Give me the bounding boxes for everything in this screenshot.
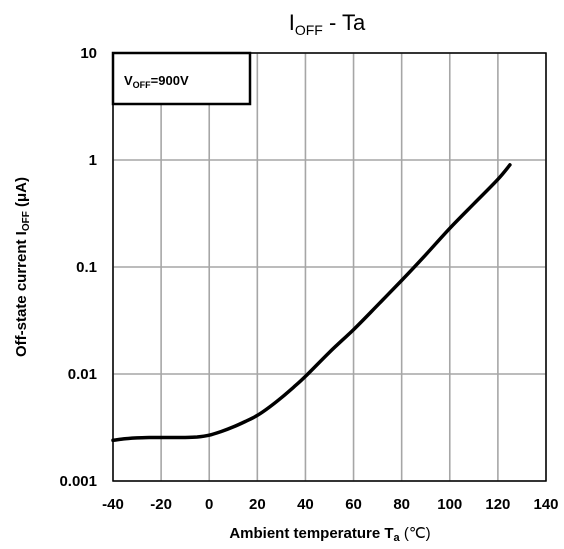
x-axis-label: Ambient temperature Ta (℃) <box>229 525 430 544</box>
annotation-text: VOFF=900V <box>124 73 189 90</box>
series-line <box>111 163 512 443</box>
x-tick-label: 0 <box>205 496 213 513</box>
x-tick-label: 140 <box>533 496 558 513</box>
x-tick-label: 20 <box>249 496 266 513</box>
y-axis-label: Off-state current IOFF (μA) <box>13 177 32 357</box>
x-tick-label: 80 <box>393 496 410 513</box>
y-axis-label-subscript: OFF <box>21 211 32 231</box>
series-layer <box>111 163 512 443</box>
plot-frame <box>112 52 547 482</box>
x-tick-labels: -40 -20 0 20 40 60 80 100 120 140 <box>102 496 558 513</box>
y-tick-label: 0.001 <box>59 473 97 490</box>
x-tick-label: -20 <box>150 496 172 513</box>
x-tick-label: 40 <box>297 496 314 513</box>
y-tick-labels: 10 1 0.1 0.01 0.001 <box>59 45 97 490</box>
chart-title-subscript: OFF <box>295 22 323 38</box>
y-tick-label: 0.01 <box>68 366 97 383</box>
x-tick-label: 120 <box>485 496 510 513</box>
y-tick-label: 10 <box>80 45 97 62</box>
annotation-box <box>111 51 252 106</box>
x-axis-label-subscript: a <box>394 532 401 544</box>
x-tick-label: 60 <box>345 496 362 513</box>
x-tick-label: 100 <box>437 496 462 513</box>
annotation-subscript: OFF <box>133 80 151 90</box>
chart-title: IOFF - Ta <box>289 10 366 38</box>
y-tick-label: 0.1 <box>76 259 97 276</box>
y-tick-label: 1 <box>89 152 97 169</box>
x-tick-label: -40 <box>102 496 124 513</box>
